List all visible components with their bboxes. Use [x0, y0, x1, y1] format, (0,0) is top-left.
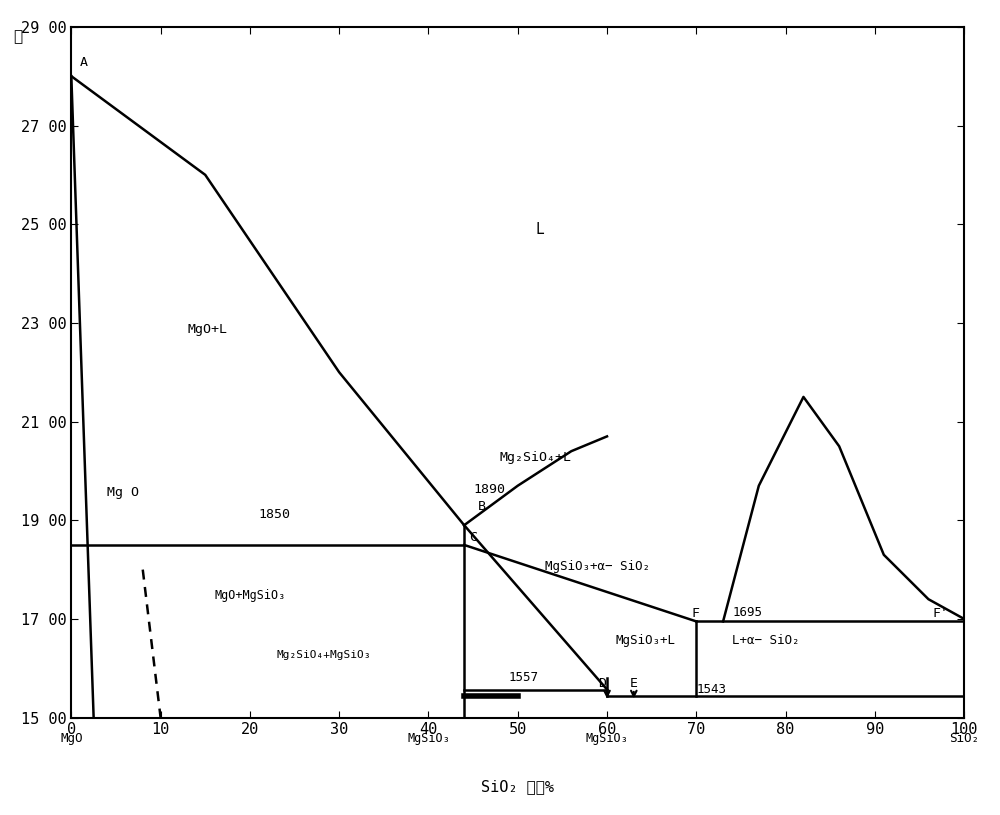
Text: MgSiO₃+α− SiO₂: MgSiO₃+α− SiO₂: [545, 560, 650, 573]
Text: MgSiO₃+L: MgSiO₃+L: [616, 633, 676, 646]
Text: E: E: [629, 676, 637, 689]
Text: A: A: [80, 56, 88, 69]
Text: Mg₂SiO₄+MgSiO₃: Mg₂SiO₄+MgSiO₃: [277, 650, 371, 660]
Text: ℃: ℃: [13, 29, 22, 45]
Text: D: D: [598, 676, 606, 689]
X-axis label: SiO₂ 重量%: SiO₂ 重量%: [481, 779, 554, 794]
Text: B: B: [478, 500, 486, 513]
Text: 1543: 1543: [696, 683, 726, 696]
Text: C: C: [469, 531, 477, 544]
Text: MgO+MgSiO₃: MgO+MgSiO₃: [214, 589, 285, 602]
Text: L+α− SiO₂: L+α− SiO₂: [732, 633, 800, 646]
Text: 1557: 1557: [509, 671, 539, 684]
Text: F': F': [933, 607, 949, 620]
Text: 1850: 1850: [259, 508, 291, 521]
Text: 1890: 1890: [473, 483, 505, 496]
Text: MgO+L: MgO+L: [187, 323, 227, 336]
Text: F: F: [692, 607, 700, 620]
Text: MgSiO₃: MgSiO₃: [407, 733, 450, 745]
Text: 1695: 1695: [732, 606, 762, 619]
Text: Mg₂SiO₄+L: Mg₂SiO₄+L: [500, 451, 572, 464]
Text: MgO: MgO: [60, 733, 83, 745]
Text: MgSiO₃: MgSiO₃: [586, 733, 628, 745]
Text: Mg O: Mg O: [107, 486, 139, 499]
Text: SiO₂: SiO₂: [949, 733, 979, 745]
Text: L: L: [536, 222, 544, 237]
